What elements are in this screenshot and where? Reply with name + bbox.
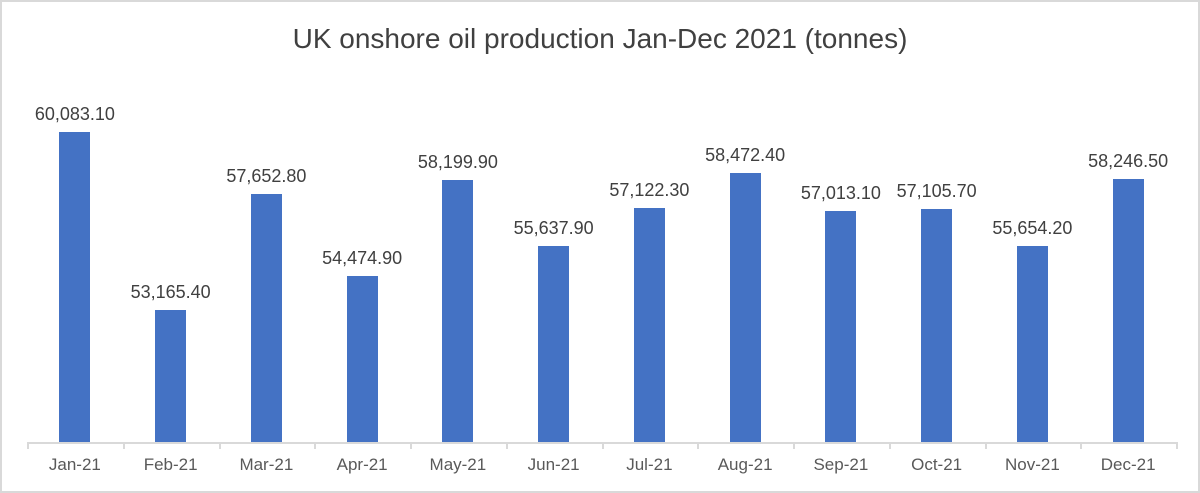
bar-value-label-Aug-21: 58,472.40 [705, 145, 786, 166]
x-axis-label-Jan-21: Jan-21 [48, 455, 101, 474]
bar-value-label-Oct-21: 57,105.70 [896, 180, 977, 201]
x-axis-tick [1176, 442, 1178, 449]
bar-value-label-Jun-21: 55,637.90 [513, 218, 594, 239]
x-axis-label-May-21: May-21 [429, 455, 487, 474]
x-axis-label-Feb-21: Feb-21 [143, 455, 198, 474]
bar-Mar-21 [250, 194, 282, 442]
plot-area: 60,083.10 53,165.40 57,652.80 54,474.90 58,1… [27, 83, 1176, 442]
bar-value-label-May-21: 58,199.90 [417, 152, 498, 173]
bar-Nov-21 [1016, 245, 1048, 442]
chart-title: UK onshore oil production Jan-Dec 2021 (… [292, 23, 908, 54]
bar-Oct-21 [921, 208, 953, 442]
bar-value-label-Apr-21: 54,474.90 [322, 247, 403, 268]
bar-value-label-Jan-21: 60,083.10 [34, 104, 115, 125]
bar-Aug-21 [729, 173, 761, 442]
x-axis-tick [697, 442, 700, 449]
bar-value-label-Sep-21: 57,013.10 [800, 182, 881, 203]
x-axis-label-Oct-21: Oct-21 [911, 455, 963, 474]
x-axis-tick [984, 442, 987, 449]
bar-value-label-Dec-21: 58,246.50 [1088, 151, 1169, 172]
x-axis-label-Apr-21: Apr-21 [336, 455, 388, 474]
x-axis-label-Sep-21: Sep-21 [813, 455, 869, 474]
bar-Apr-21 [346, 275, 378, 442]
x-axis-tick [601, 442, 604, 449]
bar-Jul-21 [633, 208, 665, 442]
x-axis-tick [122, 442, 125, 449]
x-axis-tick [27, 442, 29, 449]
bar-value-label-Nov-21: 55,654.20 [992, 217, 1073, 238]
x-axis: Jan-21 Feb-21 Mar-21 Apr-21 May-21 Jun-21 Jul-… [27, 455, 1176, 481]
x-axis-tick [888, 442, 891, 449]
bar-Jan-21 [59, 132, 91, 442]
x-axis-label-Nov-21: Nov-21 [1004, 455, 1060, 474]
bar-Feb-21 [155, 309, 187, 442]
x-axis-tick [410, 442, 412, 449]
bar-value-label-Jul-21: 57,122.30 [609, 180, 690, 201]
bar-value-label-Feb-21: 53,165.40 [130, 281, 211, 302]
x-axis-tick [505, 442, 508, 449]
bar-Jun-21 [538, 246, 570, 442]
x-axis-tick [1080, 442, 1083, 449]
bar-value-label-Mar-21: 57,652.80 [226, 166, 307, 187]
bar-May-21 [442, 180, 474, 442]
x-axis-label-Jul-21: Jul-21 [626, 455, 673, 474]
bar-Sep-21 [825, 210, 857, 442]
x-axis-tick [218, 442, 221, 449]
x-axis-label-Aug-21: Aug-21 [717, 455, 773, 474]
x-axis-label-Mar-21: Mar-21 [239, 455, 294, 474]
x-axis-label-Jun-21: Jun-21 [527, 455, 580, 474]
x-axis-tick [314, 442, 317, 449]
x-axis-tick [793, 442, 795, 449]
bar-Dec-21 [1112, 179, 1144, 442]
x-axis-label-Dec-21: Dec-21 [1100, 455, 1156, 474]
